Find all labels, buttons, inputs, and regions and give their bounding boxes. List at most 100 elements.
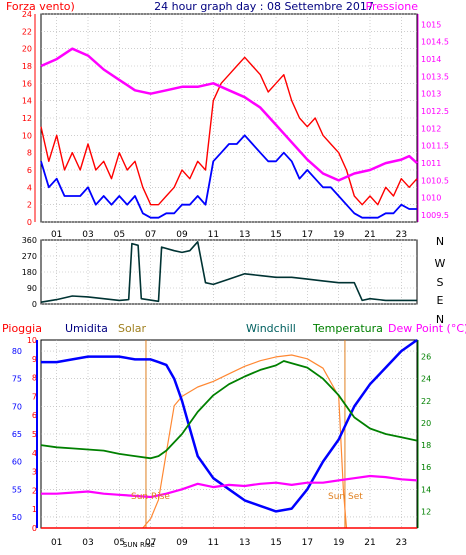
temperature-y-tick-label: 16 <box>421 463 431 472</box>
humidity-y-tick-label: 80 <box>12 347 22 356</box>
humidity-y-tick-label: 75 <box>12 375 22 384</box>
temperature-y-tick-label: 20 <box>421 419 431 428</box>
humidity-y-tick-label: 60 <box>12 458 22 467</box>
temperature-series-line <box>40 360 418 460</box>
rain-y-tick-label: 8 <box>32 374 37 383</box>
panel-temp-x-tick-label: 19 <box>333 538 345 548</box>
panel-temp-x-tick-label: 17 <box>302 538 313 548</box>
pressure-y-tick-label: 1014.5 <box>421 38 449 47</box>
temperature-y-tick-label: 14 <box>421 485 431 494</box>
pressure-y-tick-label: 1015 <box>421 20 441 29</box>
wind-y-tick-label: 16 <box>22 79 32 88</box>
wind-y-tick-label: 6 <box>27 166 32 175</box>
legend-pioggia: Pioggia <box>2 322 42 335</box>
pressure-y-tick-label: 1013.5 <box>421 72 449 81</box>
rain-y-tick-label: 2 <box>32 486 37 495</box>
humidity-y-tick-label: 70 <box>12 402 22 411</box>
panel-wind-x-tick-label: 03 <box>82 230 93 240</box>
panel-wind-x-tick-label: 15 <box>270 230 281 240</box>
legend-temperatura: Temperatura <box>312 322 383 335</box>
pressure-y-tick-label: 1012 <box>421 124 441 133</box>
panel-wind-x-tick-label: 17 <box>302 230 313 240</box>
sun-rise-axis-label: SUN Rise <box>123 541 155 549</box>
panel-wind-x-tick-label: 01 <box>51 230 62 240</box>
humidity-series-line <box>41 338 418 513</box>
panel-temp-x-tick-label: 07 <box>145 538 156 548</box>
panel-temp-frame <box>40 339 418 529</box>
temperature-y-tick-label: 22 <box>421 397 431 406</box>
wind-y-tick-label: 4 <box>27 183 32 192</box>
panel-wind-x-tick-label: 23 <box>396 230 407 240</box>
panel-temp-x-tick-label: 15 <box>270 538 281 548</box>
sun-rise-annotation: Sun Rise <box>131 492 170 502</box>
panel-temp-x-tick-label: 23 <box>396 538 407 548</box>
panel-temp-x-tick-label: 09 <box>176 538 188 548</box>
direction-y-tick-label: 90 <box>27 284 37 293</box>
legend-umidita: Umidita <box>65 322 108 335</box>
panel-temp-x-tick-label: 13 <box>239 538 250 548</box>
rain-y-tick-label: 5 <box>32 430 37 439</box>
wind-y-tick-label: 12 <box>22 114 32 123</box>
wind-series-line <box>40 56 418 206</box>
direction-y-tick-label: 180 <box>22 268 37 277</box>
wind-y-tick-label: 22 <box>22 27 32 36</box>
rain-y-tick-label: 1 <box>32 505 37 514</box>
panel-temp-x-tick-label: 11 <box>208 538 219 548</box>
dew-point-series-line <box>41 474 418 499</box>
temperature-y-tick-label: 18 <box>421 441 431 450</box>
rain-y-tick-label: 3 <box>32 468 37 477</box>
wind-y-tick-label: 10 <box>22 131 32 140</box>
wind-y-tick-label: 14 <box>22 97 32 106</box>
compass-label: W <box>435 257 446 270</box>
panel-wind-x-tick-label: 19 <box>333 230 345 240</box>
direction-y-tick-label: 0 <box>32 300 37 309</box>
wind-y-tick-label: 18 <box>22 62 32 71</box>
pressure-y-tick-label: 1010 <box>421 194 441 203</box>
rain-y-tick-label: 6 <box>32 411 37 420</box>
rain-y-tick-label: 7 <box>32 392 37 401</box>
rain-y-tick-label: 0 <box>32 524 37 533</box>
pressure-y-tick-label: 1010.5 <box>421 176 449 185</box>
pressure-y-tick-label: 1013 <box>421 90 441 99</box>
compass-label: E <box>437 294 444 307</box>
right-axis-title: Pressione <box>366 0 419 13</box>
panel-wind-x-tick-label: 07 <box>145 230 156 240</box>
pressure-y-tick-label: 1009.5 <box>421 211 449 220</box>
rain-y-tick-label: 10 <box>27 336 37 345</box>
compass-label: S <box>437 276 444 289</box>
pressure-y-tick-label: 1014 <box>421 55 441 64</box>
legend-solar: Solar <box>118 322 147 335</box>
humidity-y-tick-label: 50 <box>12 513 22 522</box>
panel-temp-x-tick-label: 21 <box>364 538 375 548</box>
panel-temp-x-tick-label: 03 <box>82 538 93 548</box>
wind-avg-series-line <box>40 134 417 219</box>
wind-y-tick-label: 20 <box>22 45 32 54</box>
legend-windchill: Windchill <box>246 322 296 335</box>
compass-label: N <box>436 235 444 248</box>
direction-series-line <box>40 241 417 303</box>
panel-temp-x-tick-label: 01 <box>51 538 62 548</box>
sun-set-annotation: Sun Set <box>328 492 363 502</box>
temperature-y-tick-label: 24 <box>421 375 431 384</box>
panel-wind-frame <box>40 13 418 223</box>
solar-series-line <box>142 354 348 529</box>
rain-y-tick-label: 9 <box>32 355 37 364</box>
pressure-y-tick-label: 1011.5 <box>421 142 449 151</box>
pressure-y-tick-label: 1012.5 <box>421 107 449 116</box>
pressure-series-line <box>40 47 418 182</box>
wind-y-tick-label: 8 <box>27 149 32 158</box>
panel-wind-x-tick-label: 09 <box>176 230 188 240</box>
panel-wind-x-tick-label: 05 <box>114 230 125 240</box>
humidity-y-tick-label: 65 <box>12 430 22 439</box>
direction-y-tick-label: 270 <box>22 252 37 261</box>
legend-dew-point: Dew Point (°C) <box>388 322 466 335</box>
panel-direction-frame <box>40 239 418 305</box>
temperature-y-tick-label: 26 <box>421 353 431 362</box>
chart-title: 24 hour graph day : 08 Settembre 2017 <box>154 0 374 13</box>
wind-y-tick-label: 0 <box>27 218 32 227</box>
panel-wind-x-tick-label: 13 <box>239 230 250 240</box>
humidity-y-tick-label: 55 <box>12 485 22 494</box>
pressure-y-tick-label: 1011 <box>421 159 441 168</box>
direction-y-tick-label: 360 <box>22 236 37 245</box>
